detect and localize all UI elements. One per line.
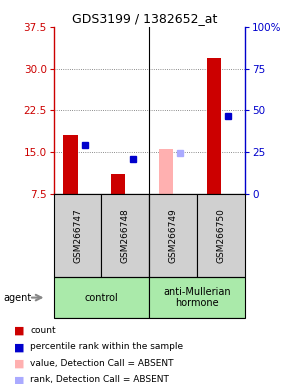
Text: ■: ■ (14, 326, 24, 336)
Text: count: count (30, 326, 56, 334)
Text: ■: ■ (14, 342, 24, 352)
Bar (54, 277, 149, 318)
Bar (63, 136, 77, 194)
Bar (111, 174, 125, 194)
Text: GSM266747: GSM266747 (73, 208, 82, 263)
Text: GDS3199 / 1382652_at: GDS3199 / 1382652_at (72, 12, 218, 25)
Text: ■: ■ (14, 375, 24, 384)
Bar (159, 149, 173, 194)
Bar (207, 58, 221, 194)
Text: GSM266748: GSM266748 (121, 208, 130, 263)
Bar (54, 194, 102, 277)
Text: agent: agent (3, 293, 31, 303)
Bar (149, 277, 245, 318)
Bar (102, 194, 149, 277)
Text: rank, Detection Call = ABSENT: rank, Detection Call = ABSENT (30, 375, 169, 384)
Text: GSM266749: GSM266749 (169, 208, 178, 263)
Text: control: control (85, 293, 118, 303)
Text: GSM266750: GSM266750 (217, 208, 226, 263)
Text: ■: ■ (14, 359, 24, 369)
Text: value, Detection Call = ABSENT: value, Detection Call = ABSENT (30, 359, 174, 367)
Text: anti-Mullerian
hormone: anti-Mullerian hormone (163, 287, 231, 308)
Text: percentile rank within the sample: percentile rank within the sample (30, 342, 184, 351)
Bar (197, 194, 245, 277)
Bar (149, 194, 197, 277)
